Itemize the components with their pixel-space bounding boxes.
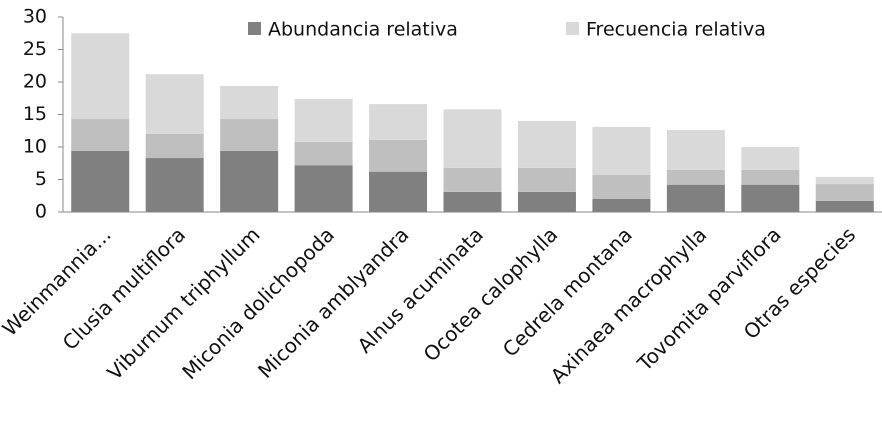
bar-segment: [71, 33, 130, 120]
y-tick-label: 0: [35, 201, 47, 223]
bar-segment: [294, 165, 353, 212]
bar-segment: [443, 191, 502, 212]
bar-segment: [815, 184, 874, 201]
bar-segment: [220, 150, 279, 212]
bar-segment: [443, 109, 502, 168]
legend-swatch: [248, 22, 261, 35]
y-tick-label: 15: [23, 103, 47, 125]
bar-segment: [517, 121, 576, 168]
bar-segment: [443, 167, 502, 192]
bar-segment: [71, 150, 130, 212]
y-tick-label: 5: [35, 168, 47, 190]
bar-segment: [666, 130, 725, 170]
legend-label: Abundancia relativa: [268, 19, 458, 41]
bar-segment: [815, 176, 874, 185]
bar-segment: [294, 98, 353, 142]
bar-segment: [517, 191, 576, 212]
x-tick-label: Alnus acuminata: [353, 222, 488, 357]
bar-segment: [145, 158, 204, 212]
x-tick-label: Cedrela montana: [498, 222, 637, 361]
y-tick-label: 20: [23, 71, 47, 93]
legend-swatch: [566, 22, 579, 35]
y-tick-label: 30: [23, 6, 47, 28]
bar-segment: [145, 74, 204, 134]
bar-segment: [71, 119, 130, 151]
y-tick-label: 10: [23, 136, 47, 158]
legend-label: Frecuencia relativa: [586, 19, 766, 41]
bar-segment: [592, 126, 651, 175]
bar-segment: [741, 169, 800, 185]
bar-segment: [741, 147, 800, 170]
bar-segment: [369, 104, 428, 140]
bar-segment: [517, 167, 576, 192]
bar-segment: [741, 184, 800, 212]
bar-segment: [369, 171, 428, 212]
bar-segment: [145, 134, 204, 159]
bar-segment: [666, 184, 725, 212]
bar-segment: [815, 200, 874, 212]
x-tick-label: Ocotea calophylla: [419, 222, 563, 366]
bar-segment: [294, 141, 353, 166]
bar-segment: [666, 169, 725, 185]
bar-segment: [592, 199, 651, 212]
x-tick-label: Tovomita parviflora: [632, 222, 786, 376]
bar-segment: [592, 174, 651, 199]
y-tick-label: 25: [23, 38, 47, 60]
bar-segment: [369, 139, 428, 172]
bar-segment: [220, 119, 279, 151]
bar-segment: [220, 85, 279, 120]
